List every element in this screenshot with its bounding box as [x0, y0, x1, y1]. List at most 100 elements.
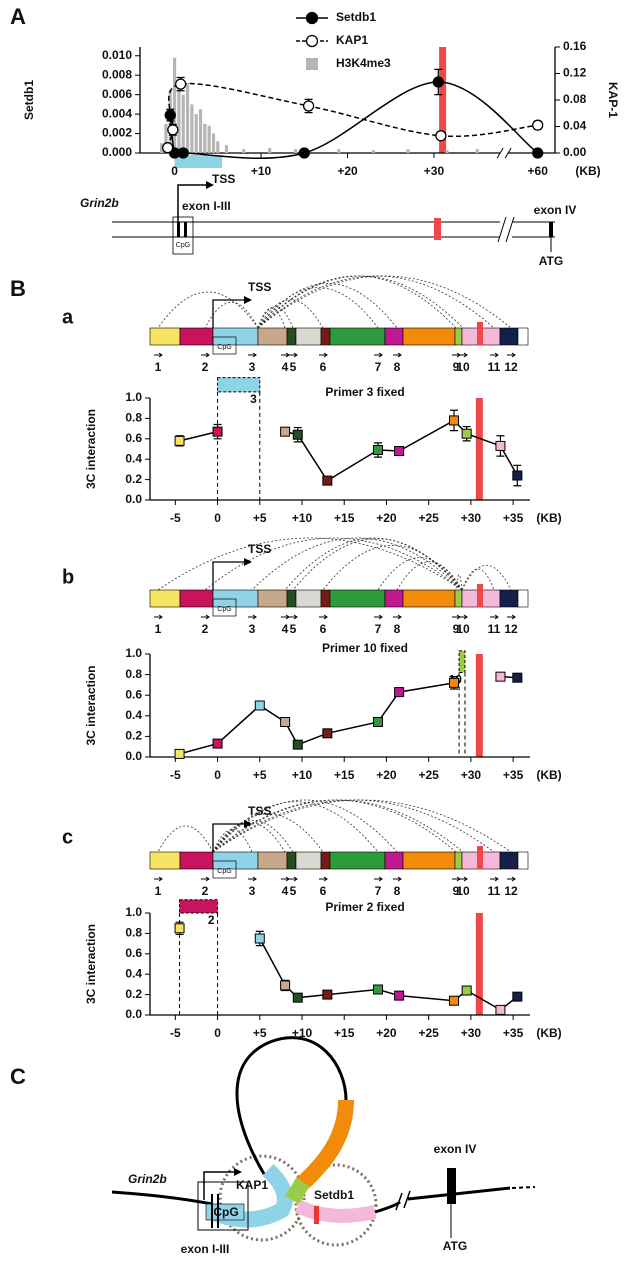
x-tick-label: +25 — [418, 768, 439, 782]
legend-label: Setdb1 — [336, 10, 376, 24]
line — [179, 675, 518, 755]
cpg-label: CpG — [217, 868, 231, 875]
x-tick-label: +20 — [376, 1026, 397, 1040]
y-tick-label: 0.4 — [125, 708, 142, 722]
point — [322, 475, 333, 486]
subpanel-label: b — [62, 566, 74, 588]
y-label: 3C interaction — [84, 924, 98, 1004]
primer-arrow — [490, 876, 499, 882]
point — [461, 985, 472, 996]
cpg-label: CpG — [217, 344, 231, 351]
tss-label: TSS — [248, 280, 271, 294]
x-label: (KB) — [536, 768, 561, 782]
bar — [406, 149, 410, 153]
primer-arrow — [201, 352, 210, 358]
exon — [549, 222, 553, 237]
bar — [211, 133, 216, 153]
arrow-head — [206, 181, 214, 189]
fragment — [179, 327, 214, 346]
fragment — [212, 589, 259, 608]
atg-label: ATG — [443, 1239, 467, 1253]
primer-label: 4 — [282, 884, 289, 898]
fragment — [295, 327, 322, 346]
primer-label: 7 — [375, 622, 382, 636]
fragment — [517, 327, 529, 346]
primer-arrow — [507, 876, 516, 882]
primer-label: 10 — [456, 360, 470, 374]
fixed-fragment — [217, 377, 261, 393]
interaction-arc — [212, 799, 512, 853]
y-label: Setdb1 — [22, 80, 36, 120]
bar — [371, 150, 376, 153]
fragment — [402, 851, 456, 870]
point — [373, 445, 383, 456]
point — [298, 147, 310, 159]
point — [394, 687, 405, 698]
cpg-label: CpG — [217, 606, 231, 613]
bar — [185, 82, 190, 153]
fragment — [257, 589, 288, 608]
x-label: (KB) — [536, 511, 561, 525]
x-tick-label: +20 — [376, 768, 397, 782]
point — [174, 435, 185, 446]
fragment — [257, 851, 288, 870]
primer-arrow — [289, 614, 298, 620]
point — [532, 147, 544, 159]
x-tick-label: 0 — [214, 1026, 221, 1040]
y2-tick-label: 0.00 — [563, 145, 587, 159]
fragment — [499, 327, 519, 346]
exon-label: exon IV — [534, 203, 577, 217]
y-tick-label: 0.6 — [125, 431, 142, 445]
fragment — [320, 851, 331, 870]
primer-arrow — [281, 876, 290, 882]
y-tick-label: 0.8 — [125, 926, 142, 940]
y-tick-label: 0.0 — [125, 749, 142, 763]
y-tick-label: 0.002 — [102, 126, 132, 140]
y2-tick-label: 0.08 — [563, 92, 587, 106]
primer-label: 10 — [456, 884, 470, 898]
point — [449, 415, 459, 426]
fragment — [149, 327, 181, 346]
axis-break — [496, 147, 512, 159]
interaction-arc — [212, 799, 464, 853]
tss-arrow — [177, 184, 208, 222]
fixed-guide — [179, 913, 219, 1015]
interaction-arc — [157, 537, 463, 591]
fragment — [384, 589, 404, 608]
point — [532, 119, 544, 131]
fragment-10 — [285, 1177, 310, 1205]
interaction-arc — [396, 561, 463, 591]
x-tick-label: 0 — [171, 164, 178, 178]
line — [166, 82, 538, 148]
primer-label: 10 — [456, 622, 470, 636]
y-tick-label: 0.8 — [125, 411, 142, 425]
primer-arrow — [459, 352, 468, 358]
interaction-arc — [284, 537, 463, 591]
fixed-fragment — [179, 899, 219, 914]
primer-label: 6 — [320, 884, 327, 898]
interaction-arc — [257, 275, 512, 329]
primer-arrow — [154, 614, 163, 620]
fixed-fragment — [458, 650, 466, 674]
bar — [268, 148, 272, 153]
interaction-arc — [212, 820, 294, 853]
primer-arrow — [374, 614, 383, 620]
x-tick-label: +30 — [461, 1026, 482, 1040]
y-tick-label: 1.0 — [125, 646, 142, 660]
primer-arrow — [154, 876, 163, 882]
primer-label: 5 — [290, 622, 297, 636]
interaction-arc — [257, 299, 324, 329]
point — [292, 739, 303, 750]
primer-label: 11 — [488, 622, 501, 636]
point — [394, 446, 405, 457]
point — [162, 142, 174, 154]
interaction-arc — [257, 287, 379, 329]
interaction-arc — [157, 291, 259, 329]
fixed-guide — [458, 672, 466, 757]
x-tick-label: 0 — [214, 511, 221, 525]
point — [212, 738, 223, 749]
primer-label: 8 — [394, 622, 401, 636]
legend-swatch — [306, 58, 318, 70]
bar — [164, 123, 168, 153]
x-tick-label: +15 — [334, 1026, 355, 1040]
